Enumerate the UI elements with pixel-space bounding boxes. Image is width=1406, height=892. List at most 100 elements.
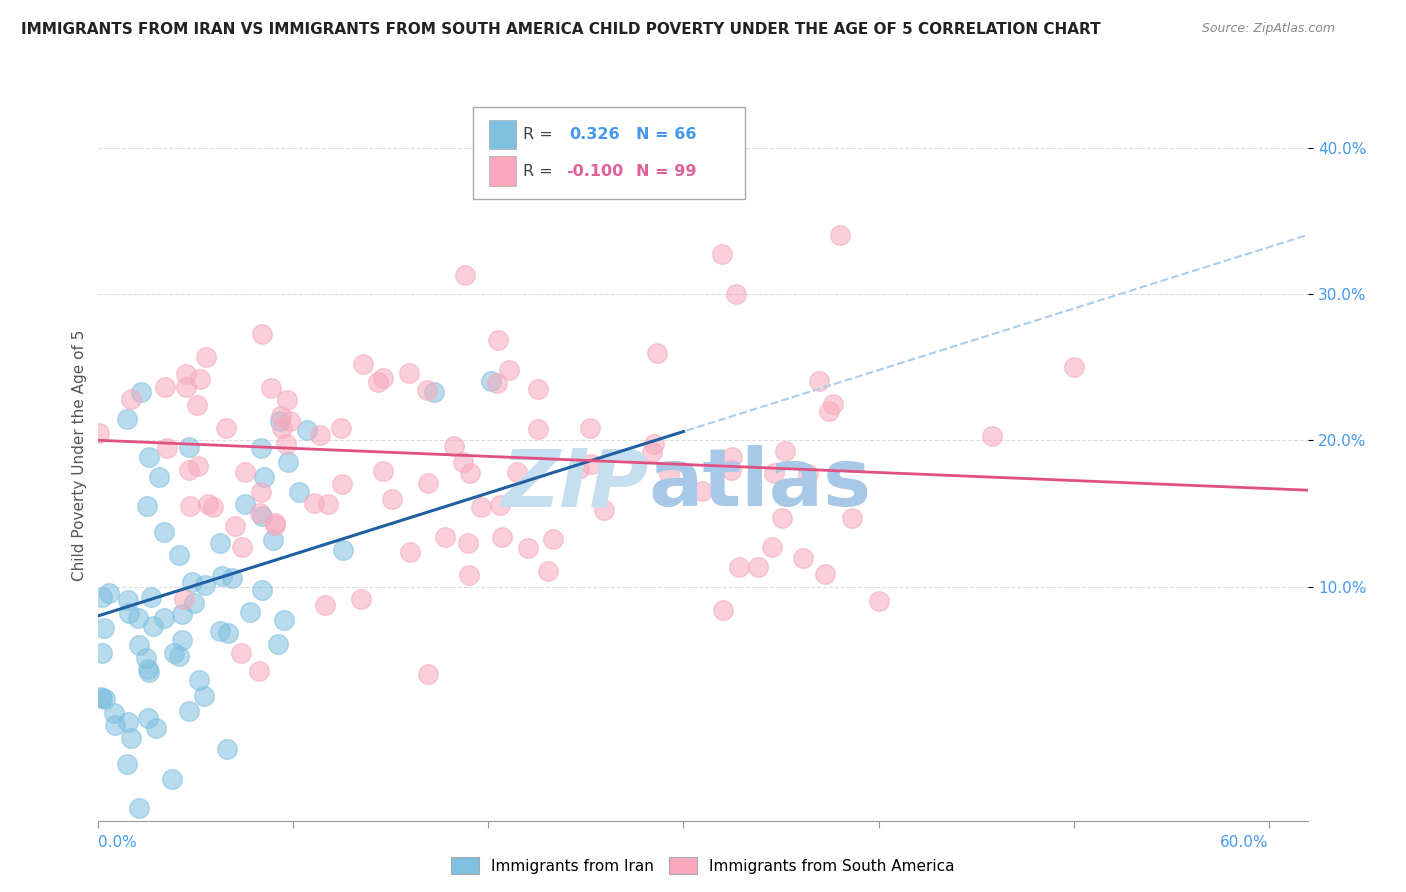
Point (163, 646, 186, 660)
Text: ZIP: ZIP (501, 445, 648, 524)
Point (770, 511, 793, 525)
Text: IMMIGRANTS FROM IRAN VS IMMIGRANTS FROM SOUTH AMERICA CHILD POVERTY UNDER THE AG: IMMIGRANTS FROM IRAN VS IMMIGRANTS FROM … (21, 22, 1101, 37)
Point (517, 541, 540, 555)
Text: -0.100: -0.100 (567, 163, 624, 178)
Text: 0.0%: 0.0% (98, 835, 138, 850)
Point (117, 592, 139, 607)
Point (453, 455, 475, 469)
Point (314, 598, 336, 612)
Point (231, 541, 253, 555)
Point (188, 372, 211, 386)
Point (193, 690, 215, 704)
Point (250, 582, 273, 597)
Point (194, 350, 217, 364)
Point (224, 519, 246, 533)
FancyBboxPatch shape (489, 156, 516, 186)
Point (93, 622, 115, 636)
Point (263, 516, 285, 530)
Point (89, 426, 111, 441)
Point (103, 706, 125, 721)
Point (486, 334, 509, 348)
Point (179, 500, 201, 514)
Point (250, 509, 273, 524)
Point (115, 412, 138, 426)
Point (250, 441, 273, 455)
Point (288, 484, 311, 499)
Point (398, 366, 420, 380)
Point (174, 379, 197, 393)
Point (233, 497, 256, 511)
Point (145, 721, 167, 735)
Point (762, 466, 785, 480)
Text: N = 99: N = 99 (637, 163, 697, 178)
Point (278, 414, 301, 428)
Point (211, 569, 233, 583)
Point (94, 692, 117, 706)
Text: N = 66: N = 66 (637, 127, 697, 142)
Point (814, 567, 837, 582)
Point (721, 450, 744, 464)
Text: atlas: atlas (648, 445, 872, 524)
Point (127, 611, 149, 625)
Point (332, 542, 354, 557)
Point (645, 345, 668, 359)
Point (186, 398, 208, 412)
FancyBboxPatch shape (489, 120, 516, 149)
Point (416, 667, 439, 681)
Point (643, 437, 665, 451)
Point (162, 772, 184, 787)
Point (381, 491, 404, 506)
Point (91, 691, 114, 706)
Point (217, 742, 239, 756)
Point (399, 545, 422, 559)
Point (302, 496, 325, 510)
Point (167, 649, 190, 664)
Point (148, 470, 170, 484)
Point (720, 463, 742, 477)
Point (250, 327, 273, 342)
Point (135, 651, 157, 665)
Point (453, 268, 475, 282)
Point (177, 704, 200, 718)
Point (138, 450, 160, 465)
Point (167, 548, 190, 562)
Point (152, 524, 174, 539)
Point (142, 619, 165, 633)
Point (481, 374, 503, 388)
Point (506, 465, 529, 479)
Point (187, 459, 209, 474)
Point (91, 646, 114, 660)
Point (153, 380, 176, 394)
Point (470, 500, 492, 514)
Point (136, 499, 159, 513)
Y-axis label: Child Poverty Under the Age of 5: Child Poverty Under the Age of 5 (72, 329, 87, 581)
Point (117, 714, 139, 729)
Point (120, 731, 142, 745)
Point (128, 801, 150, 815)
Point (352, 357, 374, 371)
Point (138, 665, 160, 680)
Point (262, 533, 284, 548)
Point (183, 596, 205, 610)
Point (277, 455, 299, 469)
Point (270, 409, 292, 423)
Point (416, 476, 439, 491)
Point (458, 466, 481, 480)
Point (309, 428, 332, 442)
Point (118, 606, 141, 620)
Point (841, 511, 863, 525)
Point (434, 530, 457, 544)
Text: 60.0%: 60.0% (1220, 835, 1268, 850)
Point (263, 518, 285, 533)
Point (153, 611, 176, 625)
Point (138, 711, 160, 725)
Point (90, 690, 112, 704)
Point (581, 457, 603, 471)
Point (792, 550, 814, 565)
Text: 0.326: 0.326 (569, 127, 620, 142)
Point (180, 574, 202, 589)
Point (373, 371, 395, 385)
Point (247, 664, 270, 678)
Point (543, 532, 565, 546)
Point (489, 498, 512, 512)
